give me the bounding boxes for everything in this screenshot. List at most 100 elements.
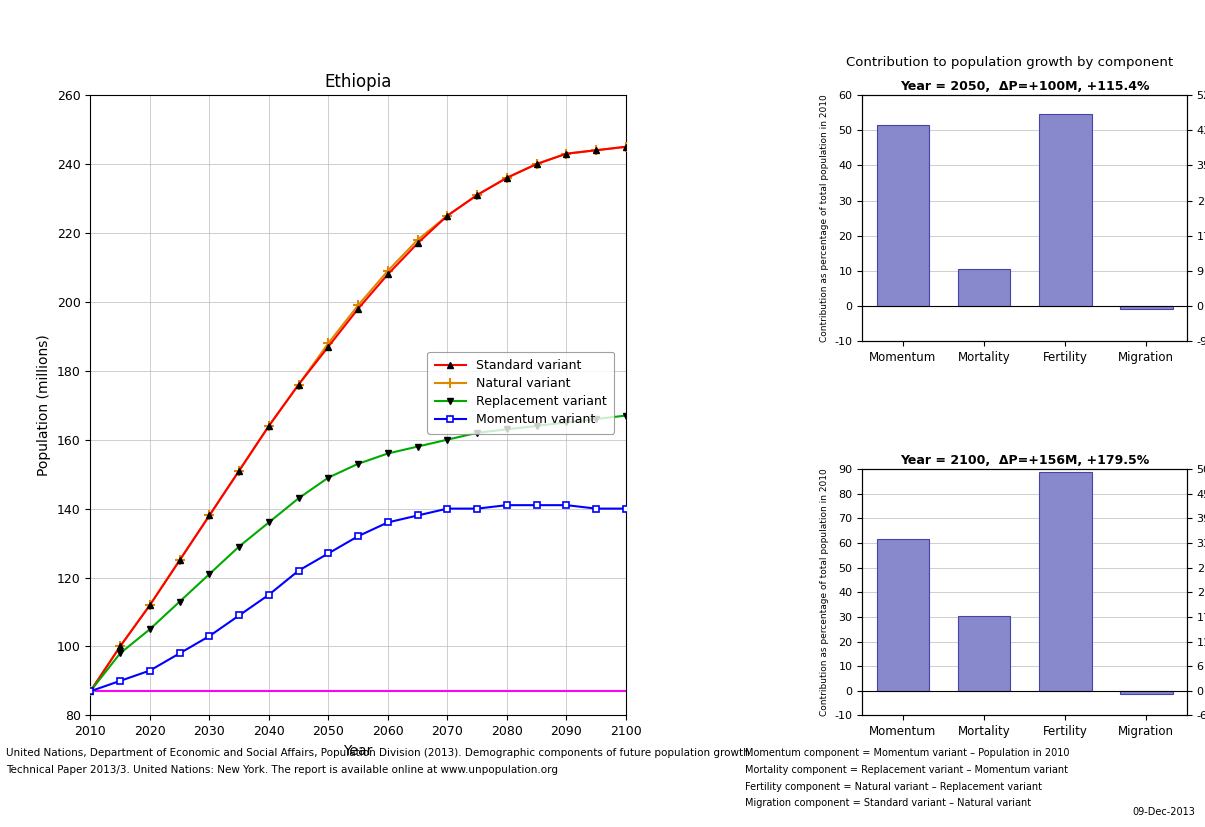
Standard variant — [529, 159, 543, 169]
Standard variant — [292, 380, 306, 390]
Bar — [958, 269, 1011, 306]
Line: Natural variant: Natural variant — [86, 142, 630, 696]
Text: United Nations, Department of Economic and Social Affairs, Population Division (: United Nations, Department of Economic a… — [6, 748, 753, 758]
Line: Standard variant: Standard variant — [87, 143, 629, 695]
Line: Momentum variant: Momentum variant — [88, 502, 629, 694]
Replacement variant — [559, 418, 574, 428]
Replacement variant — [202, 569, 217, 579]
Bar — [1039, 471, 1092, 691]
Bar — [1039, 114, 1092, 306]
Text: Momentum component = Momentum variant – Population in 2010: Momentum component = Momentum variant – … — [745, 748, 1069, 758]
Replacement variant — [470, 428, 484, 437]
Title: Year = 2100,  ΔP=+156M, +179.5%: Year = 2100, ΔP=+156M, +179.5% — [900, 454, 1150, 466]
Standard variant — [411, 238, 425, 248]
Replacement variant — [142, 624, 157, 634]
Momentum variant — [292, 566, 306, 576]
Natural variant — [381, 266, 395, 276]
Bar — [876, 125, 929, 306]
Standard variant — [142, 600, 157, 610]
Replacement variant — [381, 448, 395, 458]
Natural variant — [589, 146, 604, 155]
Natural variant — [440, 211, 454, 221]
Natural variant — [559, 149, 574, 159]
Standard variant — [83, 686, 98, 696]
Replacement variant — [351, 459, 365, 469]
Natural variant — [470, 190, 484, 200]
Natural variant — [172, 556, 187, 566]
Momentum variant — [381, 518, 395, 528]
Standard variant — [231, 466, 246, 476]
Bar — [1119, 306, 1172, 309]
Legend: Standard variant, Natural variant, Replacement variant, Momentum variant: Standard variant, Natural variant, Repla… — [428, 351, 615, 434]
Natural variant — [618, 142, 633, 152]
Text: 09-Dec-2013: 09-Dec-2013 — [1133, 807, 1195, 817]
Standard variant — [172, 556, 187, 566]
Natural variant — [351, 300, 365, 310]
Replacement variant — [292, 493, 306, 503]
Momentum variant — [440, 504, 454, 514]
Natural variant — [231, 466, 246, 476]
Text: Fertility component = Natural variant – Replacement variant: Fertility component = Natural variant – … — [745, 782, 1041, 791]
Momentum variant — [113, 676, 128, 686]
Y-axis label: Contribution as percentage of total population in 2010: Contribution as percentage of total popu… — [821, 94, 829, 342]
Replacement variant — [113, 648, 128, 658]
Natural variant — [142, 600, 157, 610]
Momentum variant — [618, 504, 633, 514]
Standard variant — [381, 270, 395, 280]
Replacement variant — [500, 424, 515, 434]
Y-axis label: Population (millions): Population (millions) — [37, 334, 52, 476]
Replacement variant — [261, 518, 276, 528]
Momentum variant — [261, 590, 276, 600]
Momentum variant — [351, 531, 365, 541]
Momentum variant — [529, 500, 543, 510]
Standard variant — [113, 642, 128, 652]
Momentum variant — [231, 610, 246, 620]
Momentum variant — [142, 666, 157, 676]
Replacement variant — [589, 414, 604, 424]
Natural variant — [322, 338, 336, 348]
Natural variant — [500, 173, 515, 183]
Standard variant — [500, 173, 515, 183]
Replacement variant — [440, 435, 454, 445]
Replacement variant — [411, 442, 425, 452]
Natural variant — [113, 642, 128, 652]
Text: Migration component = Standard variant – Natural variant: Migration component = Standard variant –… — [745, 798, 1030, 808]
Line: Replacement variant: Replacement variant — [87, 412, 629, 695]
Momentum variant — [202, 631, 217, 641]
Standard variant — [261, 421, 276, 431]
Momentum variant — [559, 500, 574, 510]
Bar — [958, 615, 1011, 691]
Standard variant — [589, 146, 604, 155]
Standard variant — [559, 149, 574, 159]
Natural variant — [529, 159, 543, 169]
Momentum variant — [589, 504, 604, 514]
X-axis label: Year: Year — [343, 743, 372, 758]
Standard variant — [202, 510, 217, 520]
Bar — [876, 539, 929, 691]
Replacement variant — [83, 686, 98, 696]
Title: Year = 2050,  ΔP=+100M, +115.4%: Year = 2050, ΔP=+100M, +115.4% — [900, 79, 1150, 93]
Natural variant — [292, 380, 306, 390]
Standard variant — [440, 211, 454, 221]
Momentum variant — [322, 548, 336, 558]
Momentum variant — [500, 500, 515, 510]
Standard variant — [351, 304, 365, 313]
Replacement variant — [618, 411, 633, 420]
Momentum variant — [470, 504, 484, 514]
Replacement variant — [231, 542, 246, 552]
Text: Technical Paper 2013/3. United Nations: New York. The report is available online: Technical Paper 2013/3. United Nations: … — [6, 765, 558, 775]
Text: Mortality component = Replacement variant – Momentum variant: Mortality component = Replacement varian… — [745, 765, 1068, 775]
Replacement variant — [322, 473, 336, 483]
Momentum variant — [411, 510, 425, 520]
Natural variant — [261, 421, 276, 431]
Y-axis label: Contribution as percentage of total population in 2010: Contribution as percentage of total popu… — [821, 468, 829, 716]
Replacement variant — [529, 421, 543, 431]
Standard variant — [618, 142, 633, 152]
Replacement variant — [172, 597, 187, 607]
Text: Contribution to population growth by component: Contribution to population growth by com… — [846, 55, 1174, 69]
Standard variant — [470, 190, 484, 200]
Title: Ethiopia: Ethiopia — [324, 73, 392, 91]
Standard variant — [322, 342, 336, 351]
Natural variant — [83, 686, 98, 696]
Momentum variant — [172, 648, 187, 658]
